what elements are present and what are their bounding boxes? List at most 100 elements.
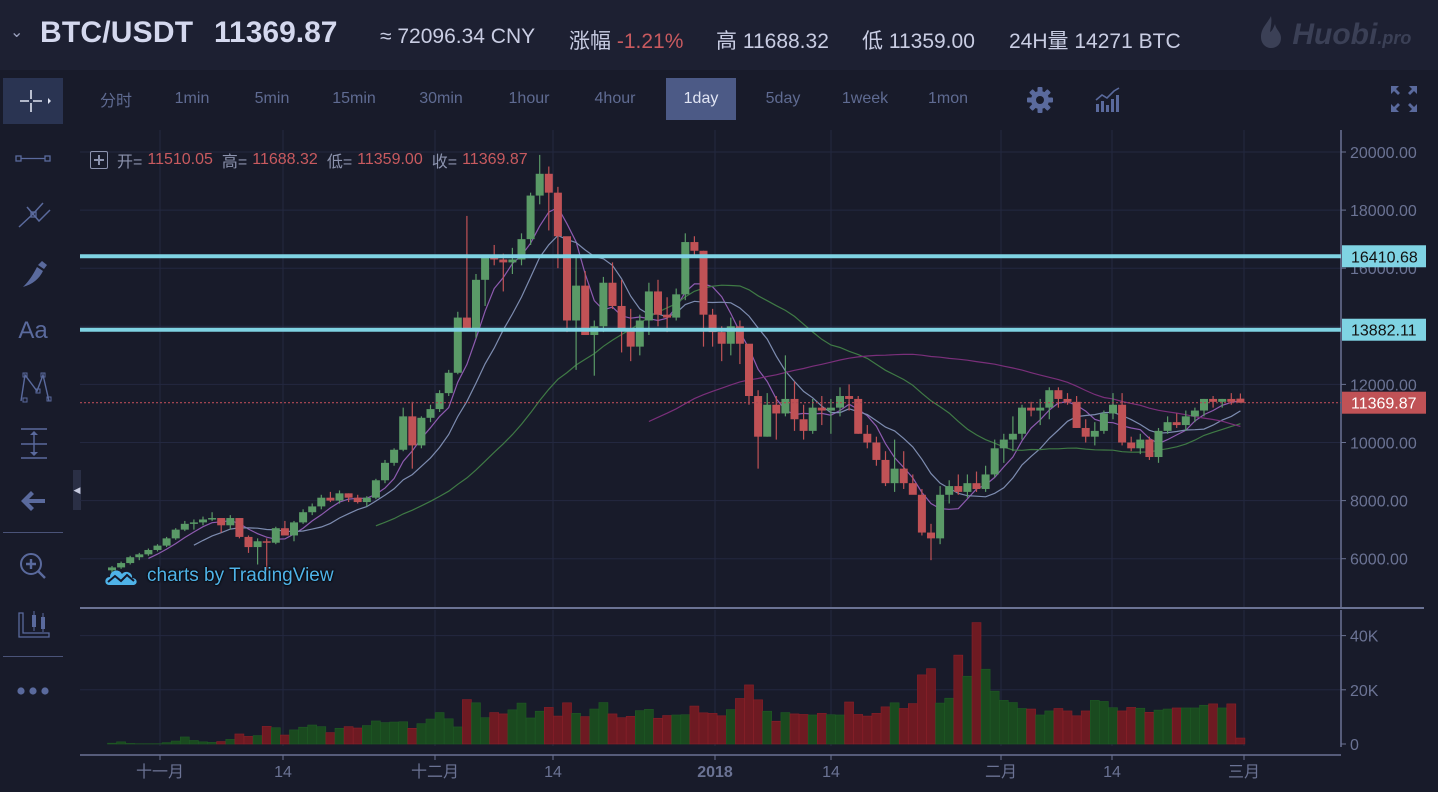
pattern-tool[interactable] [3,364,63,410]
interval-tab[interactable]: 30min [419,90,463,107]
low-label: 低 [862,30,883,53]
high-label: 高= [221,154,248,171]
svg-text:6000.00: 6000.00 [1350,552,1408,569]
svg-text:13882.11: 13882.11 [1351,323,1417,340]
fullscreen-button[interactable] [1389,84,1419,119]
chart-container: Aa ◀ 分时 1min 5min 15min 30min 1hour 4hour 1day 5… [0,70,1438,792]
svg-text:8000.00: 8000.00 [1350,494,1408,511]
toolbar-divider [3,656,63,657]
measure-icon [21,428,47,459]
svg-text:18000.00: 18000.00 [1350,203,1417,220]
interval-tab[interactable]: 4hour [594,90,636,107]
svg-text:2018: 2018 [697,764,733,781]
brush-icon [23,261,47,287]
pitchfork-tool[interactable] [3,192,63,238]
cny-price: ≈ 72096.34 CNY [380,25,536,48]
svg-text:40K: 40K [1350,629,1379,646]
crosshair-icon [20,90,51,112]
pitchfork-icon [18,202,51,228]
zoom-in-icon [20,553,46,579]
svg-text:十二月: 十二月 [411,763,459,781]
drawing-toolbar: Aa [0,70,66,792]
low-label: 低= [326,154,353,171]
interval-tab[interactable]: 1mon [927,90,969,107]
change-stat: 涨幅 -1.21% [569,25,683,55]
trend-line-icon [15,155,51,162]
text-icon: Aa [18,317,48,344]
brush-tool[interactable] [3,250,63,296]
svg-text:16410.68: 16410.68 [1351,249,1418,266]
gear-icon [1027,87,1053,113]
pair-selector[interactable]: BTC/USDT [40,16,194,49]
change-label: 涨幅 [569,30,611,53]
flame-icon [1261,16,1281,48]
toolbar-collapse-handle[interactable]: ◀ [73,470,81,510]
interval-tab[interactable]: 1day [666,78,736,120]
svg-text:十一月: 十一月 [136,763,184,781]
indicators-button[interactable] [1094,86,1122,119]
close-label: 收= [431,154,458,171]
fullscreen-icon [1391,86,1417,112]
low-value: 11359.00 [357,151,423,168]
svg-text:12000.00: 12000.00 [1350,377,1417,394]
high-stat: 高 11688.32 [716,25,829,55]
svg-text:20000.00: 20000.00 [1350,145,1417,162]
interval-tab[interactable]: 1hour [508,90,550,107]
trend-line-tool[interactable] [3,136,63,182]
remove-drawings-icon [21,491,45,511]
interval-tab[interactable]: 1week [841,90,889,107]
pattern-icon [20,372,52,403]
indicators-icon [1095,87,1120,112]
interval-tabs: 分时 1min 5min 15min 30min 1hour 4hour 1day 5day 1w… [80,78,988,120]
low-value: 11359.00 [888,30,975,53]
ruler-candles-tool[interactable] [3,602,63,648]
interval-tab[interactable]: 分时 [99,93,132,110]
open-label: 开= [117,154,143,171]
svg-text:14: 14 [274,764,292,781]
svg-text:20K: 20K [1350,683,1379,700]
settings-button[interactable] [1026,86,1054,119]
volume-stat: 24H量 14271 BTC [1009,25,1181,55]
text-tool[interactable]: Aa [3,308,63,354]
candlestick-chart[interactable]: 20000.0018000.0016000.0012000.0010000.00… [0,70,1438,792]
svg-text:二月: 二月 [985,764,1017,781]
ruler-candles-icon [18,611,50,638]
svg-text:14: 14 [544,764,562,781]
logo-suffix: .pro [1377,28,1412,48]
high-value: 11688.32 [742,30,829,53]
chevron-down-icon[interactable]: ⌄ [10,24,24,41]
low-stat: 低 11359.00 [862,25,975,55]
last-price: 11369.87 [214,16,338,49]
high-label: 高 [716,30,737,53]
ohlc-legend: 开= 11510.05 高= 11688.32 低= 11359.00 收= 11369… [90,148,532,172]
expand-legend-icon[interactable] [90,151,108,169]
more-tools[interactable] [3,668,63,714]
interval-tab[interactable]: 5day [765,90,801,107]
remove-drawings-tool[interactable] [3,478,63,524]
caret-left-icon: ◀ [73,484,81,495]
open-value: 11510.05 [147,151,213,168]
interval-tab[interactable]: 1min [174,90,210,107]
measure-tool[interactable] [3,420,63,466]
grid [80,130,1340,746]
interval-tab[interactable]: 15min [332,90,376,107]
tradingview-watermark[interactable]: charts by TradingView [103,565,334,587]
interval-tab[interactable]: 5min [254,90,290,107]
change-value: -1.21% [616,30,684,53]
toolbar-divider [3,532,63,533]
svg-text:14: 14 [822,764,840,781]
zoom-in-tool[interactable] [3,544,63,590]
ticker-header: ⌄ BTC/USDT 11369.87 ≈ 72096.34 CNY 涨幅 -1… [0,0,1438,70]
svg-text:10000.00: 10000.00 [1350,436,1417,453]
logo-text: Huobi [1292,18,1378,51]
watermark-text: charts by TradingView [147,565,334,586]
crosshair-tool[interactable] [3,78,63,124]
svg-text:11369.87: 11369.87 [1351,396,1417,413]
high-value: 11688.32 [252,151,318,168]
svg-text:14: 14 [1103,764,1121,781]
huobi-logo: Huobi.pro [1258,14,1412,51]
volume-value: 14271 BTC [1074,30,1181,53]
more-icon [17,687,49,695]
volume-label: 24H量 [1009,30,1069,53]
svg-text:三月: 三月 [1228,764,1260,781]
